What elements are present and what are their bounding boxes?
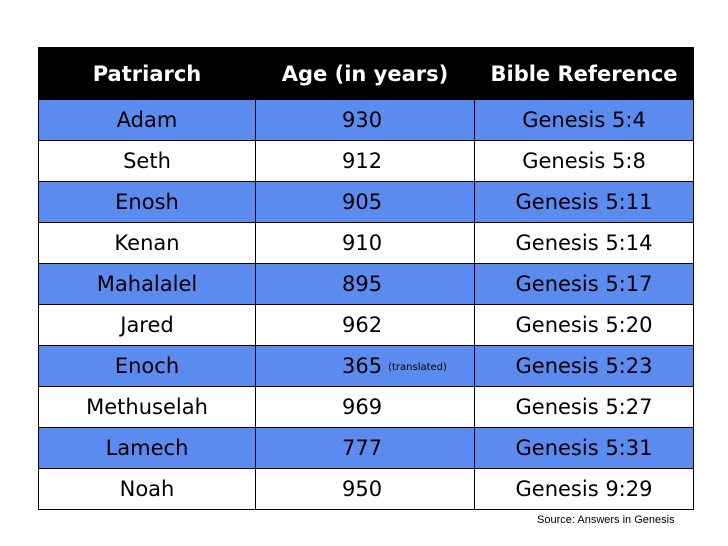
patriarch-name: Seth [38, 140, 256, 182]
table-row: Lamech 777 Genesis 5:31 [38, 427, 694, 469]
table-row: Seth 912 Genesis 5:8 [38, 140, 694, 182]
age-value: 969 [255, 386, 475, 428]
age-value: 910 [255, 222, 475, 264]
age-number: 777 [342, 436, 383, 460]
bible-reference: Genesis 5:11 [474, 181, 694, 223]
table-row: Mahalalel 895 Genesis 5:17 [38, 263, 694, 305]
patriarch-name: Adam [38, 99, 256, 141]
header-age: Age (in years) [255, 47, 475, 100]
age-value: 962 [255, 304, 475, 346]
age-number: 365 [342, 354, 383, 378]
age-value: 777 [255, 427, 475, 469]
patriarch-name: Enosh [38, 181, 256, 223]
table-row: Adam 930 Genesis 5:4 [38, 99, 694, 141]
header-row: Patriarch Age (in years) Bible Reference [38, 47, 694, 100]
patriarch-name: Noah [38, 468, 256, 510]
age-note: (translated) [388, 361, 447, 373]
bible-reference: Genesis 5:20 [474, 304, 694, 346]
age-number: 912 [342, 149, 383, 173]
patriarch-name: Kenan [38, 222, 256, 264]
bible-reference: Genesis 5:14 [474, 222, 694, 264]
table-row: Methuselah 969 Genesis 5:27 [38, 386, 694, 428]
age-value: 895 [255, 263, 475, 305]
patriarch-name: Jared [38, 304, 256, 346]
bible-reference: Genesis 9:29 [474, 468, 694, 510]
bible-reference: Genesis 5:31 [474, 427, 694, 469]
patriarch-name: Lamech [38, 427, 256, 469]
patriarch-name: Methuselah [38, 386, 256, 428]
bible-reference: Genesis 5:23 [474, 345, 694, 387]
table-row: Noah 950 Genesis 9:29 [38, 468, 694, 510]
age-value: 912 [255, 140, 475, 182]
age-number: 895 [342, 272, 383, 296]
source-caption: Source: Answers in Genesis [537, 514, 675, 526]
table-row: Enosh 905 Genesis 5:11 [38, 181, 694, 223]
age-value: 365 (translated) [255, 345, 475, 387]
patriarch-name: Mahalalel [38, 263, 256, 305]
age-number: 930 [342, 108, 383, 132]
age-value: 905 [255, 181, 475, 223]
bible-reference: Genesis 5:4 [474, 99, 694, 141]
patriarch-name: Enoch [38, 345, 256, 387]
age-number: 905 [342, 190, 383, 214]
bible-reference: Genesis 5:17 [474, 263, 694, 305]
age-number: 910 [342, 231, 383, 255]
table-row: Enoch 365 (translated) Genesis 5:23 [38, 345, 694, 387]
age-number: 950 [342, 477, 383, 501]
header-reference: Bible Reference [474, 47, 694, 100]
table-row: Jared 962 Genesis 5:20 [38, 304, 694, 346]
age-value: 930 [255, 99, 475, 141]
bible-reference: Genesis 5:8 [474, 140, 694, 182]
bible-reference: Genesis 5:27 [474, 386, 694, 428]
age-number: 969 [342, 395, 383, 419]
patriarch-age-table: Patriarch Age (in years) Bible Reference… [38, 47, 694, 510]
table-row: Kenan 910 Genesis 5:14 [38, 222, 694, 264]
header-patriarch: Patriarch [38, 47, 256, 100]
age-value: 950 [255, 468, 475, 510]
age-number: 962 [342, 313, 383, 337]
